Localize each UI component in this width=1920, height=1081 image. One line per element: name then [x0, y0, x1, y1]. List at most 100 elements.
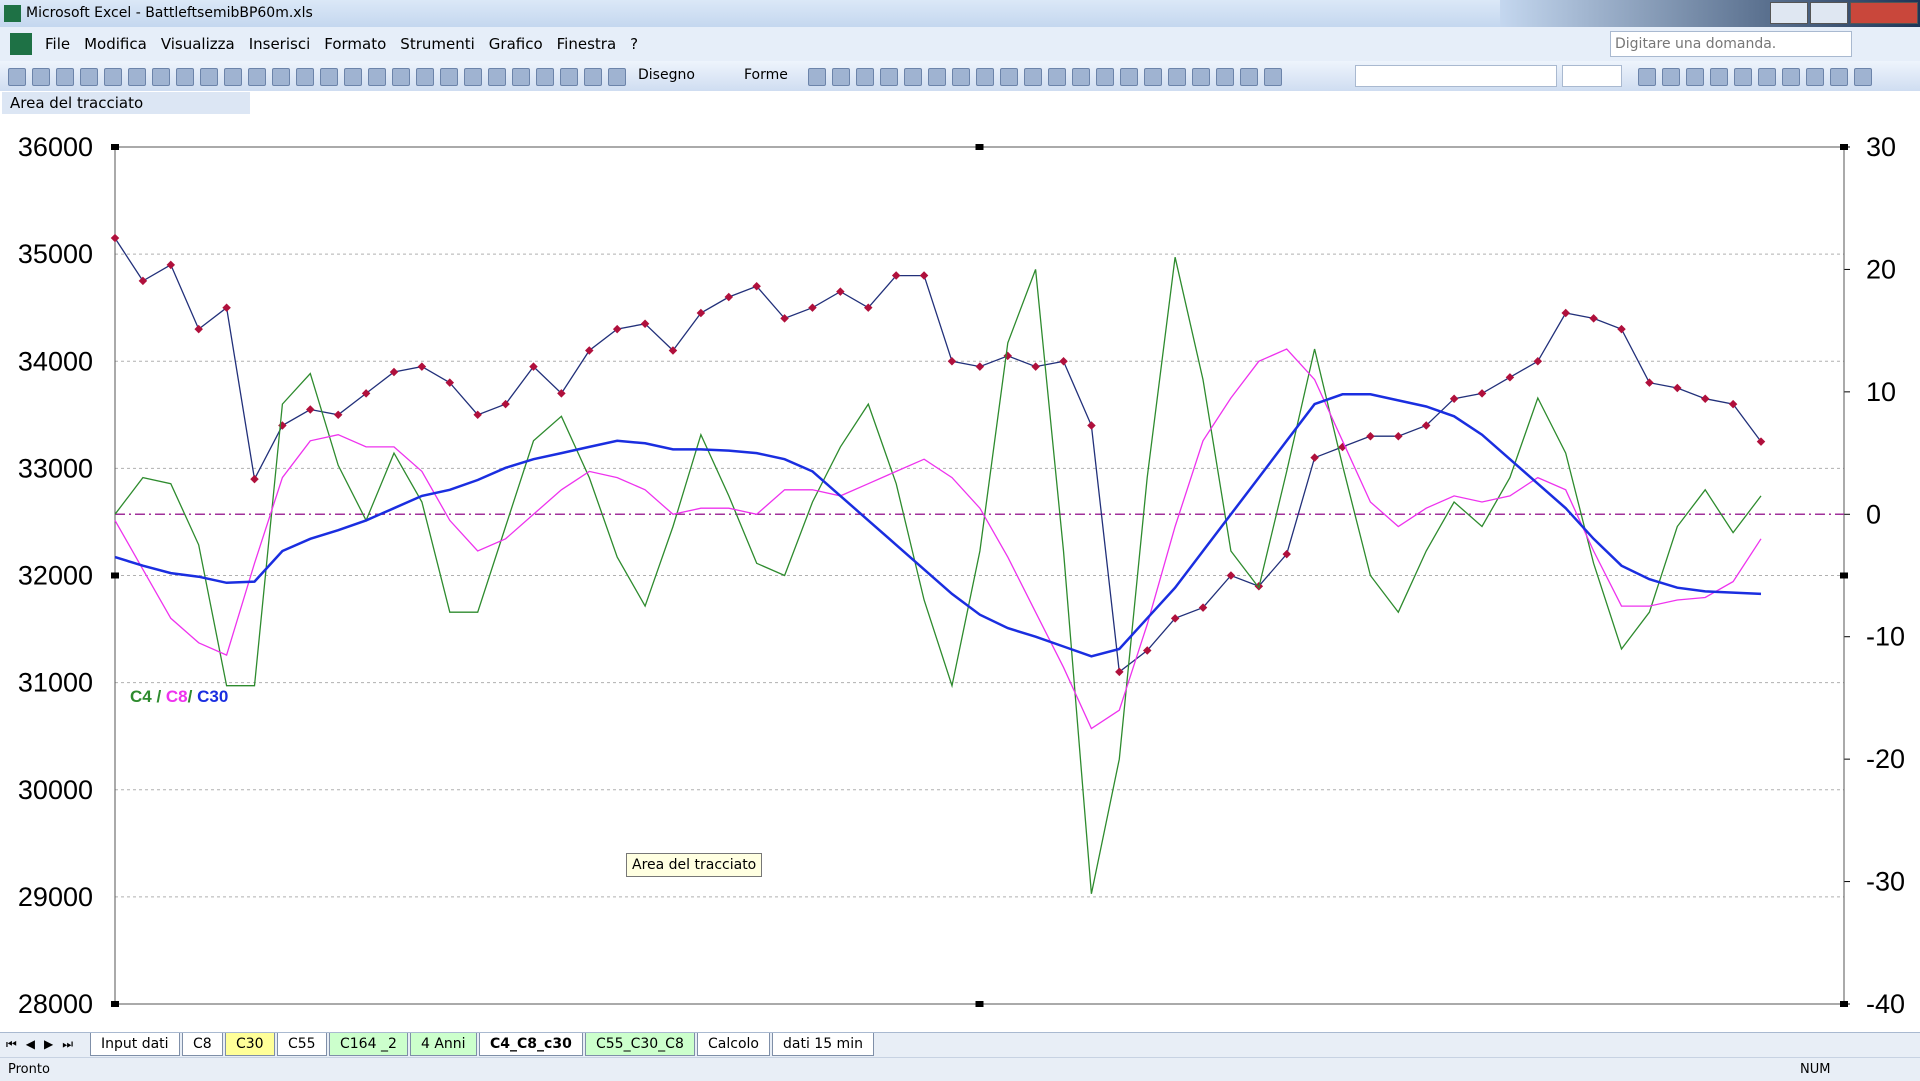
toolbar-icon[interactable] — [176, 68, 194, 86]
toolbar-icon[interactable] — [152, 68, 170, 86]
toolbar-icon[interactable] — [440, 68, 458, 86]
menu-item[interactable]: Strumenti — [400, 35, 475, 53]
toolbar-icon[interactable] — [1638, 68, 1656, 86]
sheet-tab[interactable]: Calcolo — [697, 1033, 770, 1056]
selection-handle — [111, 144, 119, 150]
sheet-tab[interactable]: C164 _2 — [329, 1033, 408, 1056]
size-box[interactable] — [1562, 65, 1622, 87]
menu-item[interactable]: Finestra — [556, 35, 617, 53]
draw-menu[interactable]: Disegno — [638, 67, 695, 83]
menu-item[interactable]: Formato — [324, 35, 387, 53]
toolbar-icon[interactable] — [344, 68, 362, 86]
data-point — [1589, 314, 1598, 323]
toolbar-icon[interactable] — [272, 68, 290, 86]
toolbar-icon[interactable] — [1806, 68, 1824, 86]
toolbar-icon[interactable] — [368, 68, 386, 86]
toolbar-icon[interactable] — [1686, 68, 1704, 86]
toolbar-icon[interactable] — [1830, 68, 1848, 86]
toolbar-icon[interactable] — [8, 68, 26, 86]
toolbar-icon[interactable] — [952, 68, 970, 86]
font-box[interactable] — [1355, 65, 1557, 87]
menu-item[interactable]: Visualizza — [160, 35, 235, 53]
toolbar-icon[interactable] — [224, 68, 242, 86]
sheet-tab[interactable]: dati 15 min — [772, 1033, 874, 1056]
toolbar-icon[interactable] — [584, 68, 602, 86]
toolbar-icon[interactable] — [392, 68, 410, 86]
toolbar-icon[interactable] — [1072, 68, 1090, 86]
toolbar-icon[interactable] — [1216, 68, 1234, 86]
toolbar-icon[interactable] — [1024, 68, 1042, 86]
toolbar-icon[interactable] — [488, 68, 506, 86]
toolbar-icon[interactable] — [1734, 68, 1752, 86]
toolbar-icon[interactable] — [128, 68, 146, 86]
toolbar-icon[interactable] — [464, 68, 482, 86]
menu-items: File Modifica Visualizza Inserisci Formato St… — [38, 27, 645, 61]
sheet-tab[interactable]: C55 — [277, 1033, 327, 1056]
toolbar-icon[interactable] — [976, 68, 994, 86]
toolbar-icon[interactable] — [248, 68, 266, 86]
y-tick-label: 35000 — [18, 239, 93, 269]
name-box[interactable]: Area del tracciato — [2, 92, 250, 114]
tab-scroll[interactable]: ⏮◀▶⏭ — [6, 1037, 83, 1051]
toolbar-icon[interactable] — [1000, 68, 1018, 86]
toolbar-icon[interactable] — [416, 68, 434, 86]
toolbar-icon[interactable] — [104, 68, 122, 86]
toolbar-icon[interactable] — [1854, 68, 1872, 86]
toolbar-icon[interactable] — [856, 68, 874, 86]
toolbar-icon[interactable] — [296, 68, 314, 86]
toolbar-icon[interactable] — [928, 68, 946, 86]
toolbar-icon[interactable] — [1120, 68, 1138, 86]
data-point — [808, 303, 817, 312]
toolbar-icon[interactable] — [808, 68, 826, 86]
toolbar-icon[interactable] — [1782, 68, 1800, 86]
toolbar-icon[interactable] — [1144, 68, 1162, 86]
maximize-button[interactable] — [1810, 2, 1848, 24]
toolbar-icon[interactable] — [320, 68, 338, 86]
y2-tick-label: 0 — [1866, 499, 1881, 529]
data-point — [222, 303, 231, 312]
legend-entry: C30 — [197, 687, 228, 706]
menu-item[interactable]: Inserisci — [248, 35, 311, 53]
toolbar-icon[interactable] — [880, 68, 898, 86]
toolbar-icon[interactable] — [1168, 68, 1186, 86]
sheet-tab[interactable]: 4 Anni — [410, 1033, 477, 1056]
menu-item[interactable]: ? — [630, 35, 639, 53]
toolbar-icon[interactable] — [904, 68, 922, 86]
menu-item[interactable]: Grafico — [488, 35, 543, 53]
toolbar-icon[interactable] — [536, 68, 554, 86]
toolbar-icon[interactable] — [80, 68, 98, 86]
menu-item[interactable]: File — [45, 35, 71, 53]
sheet-tab[interactable]: Input dati — [90, 1033, 180, 1056]
toolbar-icon[interactable] — [832, 68, 850, 86]
sheet-tab[interactable]: C4_C8_c30 — [479, 1033, 583, 1056]
toolbar-icon[interactable] — [512, 68, 530, 86]
legend-separator: / — [188, 687, 197, 706]
data-point — [1673, 383, 1682, 393]
toolbar-icon[interactable] — [560, 68, 578, 86]
toolbar-icon[interactable] — [1710, 68, 1728, 86]
data-point — [1505, 373, 1515, 382]
toolbar-icon[interactable] — [56, 68, 74, 86]
menu-bar: File Modifica Visualizza Inserisci Formato St… — [0, 27, 1920, 62]
sheet-tab[interactable]: C30 — [225, 1033, 275, 1056]
toolbar-icon[interactable] — [32, 68, 50, 86]
toolbar-icon[interactable] — [1240, 68, 1258, 86]
shapes-menu[interactable]: Forme — [744, 67, 788, 83]
toolbar-icon[interactable] — [1662, 68, 1680, 86]
toolbar-icon[interactable] — [608, 68, 626, 86]
toolbar-icon[interactable] — [200, 68, 218, 86]
data-point — [110, 233, 120, 243]
toolbar-icon[interactable] — [1264, 68, 1282, 86]
data-point — [836, 287, 845, 296]
data-point — [194, 324, 203, 334]
menu-item[interactable]: Modifica — [84, 35, 147, 53]
sheet-tab[interactable]: C8 — [182, 1033, 223, 1056]
toolbar-icon[interactable] — [1192, 68, 1210, 86]
sheet-tab[interactable]: C55_C30_C8 — [585, 1033, 695, 1056]
minimize-button[interactable] — [1770, 2, 1808, 24]
toolbar-icon[interactable] — [1758, 68, 1776, 86]
close-button[interactable] — [1850, 2, 1918, 24]
toolbar-icon[interactable] — [1048, 68, 1066, 86]
toolbar-icon[interactable] — [1096, 68, 1114, 86]
help-box[interactable]: Digitare una domanda. — [1610, 31, 1852, 57]
